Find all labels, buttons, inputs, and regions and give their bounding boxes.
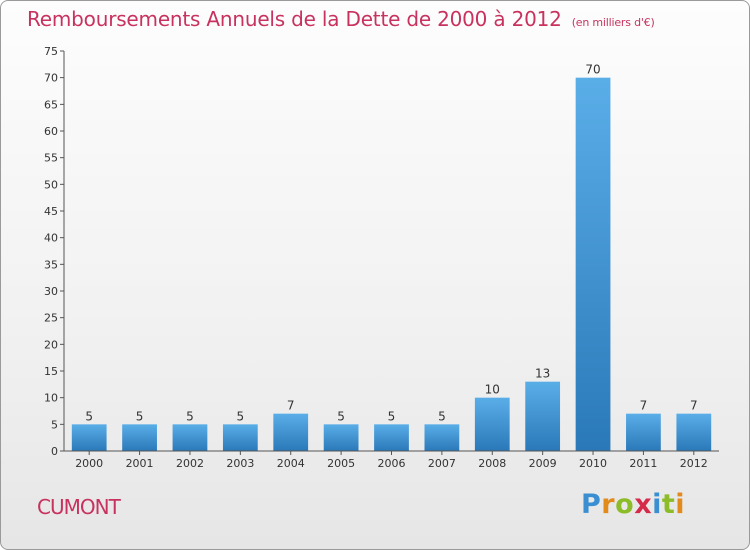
y-tick-label: 35 — [44, 258, 58, 271]
y-tick-label: 5 — [51, 418, 58, 431]
x-tick-label-2002: 2002 — [176, 457, 204, 470]
x-axis: 2000 2001 2002 2003 2004 2005 2006 2007 2008 2009… — [64, 450, 719, 470]
x-tick-label-2000: 2000 — [75, 457, 103, 470]
y-tick-label: 60 — [44, 125, 58, 138]
data-label-2006: 5 — [388, 409, 396, 423]
chart-title: Remboursements Annuels de la Dette de 20… — [27, 7, 655, 31]
y-tick-label: 10 — [44, 392, 58, 405]
bar-2001 — [122, 424, 157, 451]
y-tick-label: 75 — [44, 45, 58, 58]
x-tick-label-2007: 2007 — [428, 457, 456, 470]
chart-unit: (en milliers d'€) — [571, 16, 655, 29]
bar-2006 — [374, 424, 409, 451]
x-tick-label-2011: 2011 — [629, 457, 657, 470]
bar-2004 — [273, 413, 309, 451]
data-label-2005: 5 — [337, 409, 345, 423]
bar-2009 — [525, 381, 561, 451]
bar-2010 — [575, 77, 611, 452]
x-tick-label-2012: 2012 — [680, 457, 708, 470]
y-tick-label: 15 — [44, 365, 58, 378]
bar-2005 — [323, 424, 359, 451]
y-tick-label: 25 — [44, 312, 58, 325]
bar-2012 — [676, 413, 712, 451]
y-tick-label: 30 — [44, 285, 58, 298]
bar-2011 — [626, 413, 661, 451]
x-tick-label-2006: 2006 — [378, 457, 406, 470]
y-tick-label: 20 — [44, 338, 58, 351]
bars: 5 5 5 5 7 5 5 5 10 13 70 7 7 — [71, 63, 712, 452]
y-tick-label: 45 — [44, 205, 58, 218]
y-tick-label: 70 — [44, 72, 58, 85]
x-tick-label-2001: 2001 — [126, 457, 154, 470]
x-tick-label-2010: 2010 — [579, 457, 607, 470]
data-label-2009: 13 — [535, 367, 550, 381]
y-tick-label: 55 — [44, 152, 58, 165]
data-label-2001: 5 — [136, 409, 144, 423]
bar-2000 — [71, 424, 107, 451]
proxiti-logo: Proxiti — [581, 489, 686, 520]
bar-2008 — [474, 397, 510, 451]
data-label-2003: 5 — [237, 409, 245, 423]
y-tick-label: 65 — [44, 98, 58, 111]
data-label-2011: 7 — [640, 399, 648, 413]
data-label-2012: 7 — [690, 399, 698, 413]
commune-name: CUMONT — [37, 495, 121, 519]
chart-title-text: Remboursements Annuels de la Dette de 20… — [27, 7, 562, 31]
y-tick-label: 50 — [44, 178, 58, 191]
bar-2007 — [424, 424, 460, 451]
data-label-2002: 5 — [186, 409, 194, 423]
data-label-2010: 70 — [585, 63, 600, 77]
data-label-2000: 5 — [85, 409, 93, 423]
bar-2003 — [222, 424, 258, 451]
x-tick-label-2003: 2003 — [226, 457, 254, 470]
x-tick-label-2009: 2009 — [529, 457, 557, 470]
data-label-2008: 10 — [485, 383, 500, 397]
x-tick-label-2005: 2005 — [327, 457, 355, 470]
x-tick-label-2004: 2004 — [277, 457, 305, 470]
data-label-2004: 7 — [287, 399, 295, 413]
x-tick-label-2008: 2008 — [478, 457, 506, 470]
y-axis: 0 5 10 15 20 25 30 35 40 45 50 55 60 65 70 75 — [44, 45, 65, 458]
y-tick-label: 40 — [44, 232, 58, 245]
bar-2002 — [172, 424, 208, 451]
y-tick-label: 0 — [51, 445, 58, 458]
data-label-2007: 5 — [438, 409, 446, 423]
